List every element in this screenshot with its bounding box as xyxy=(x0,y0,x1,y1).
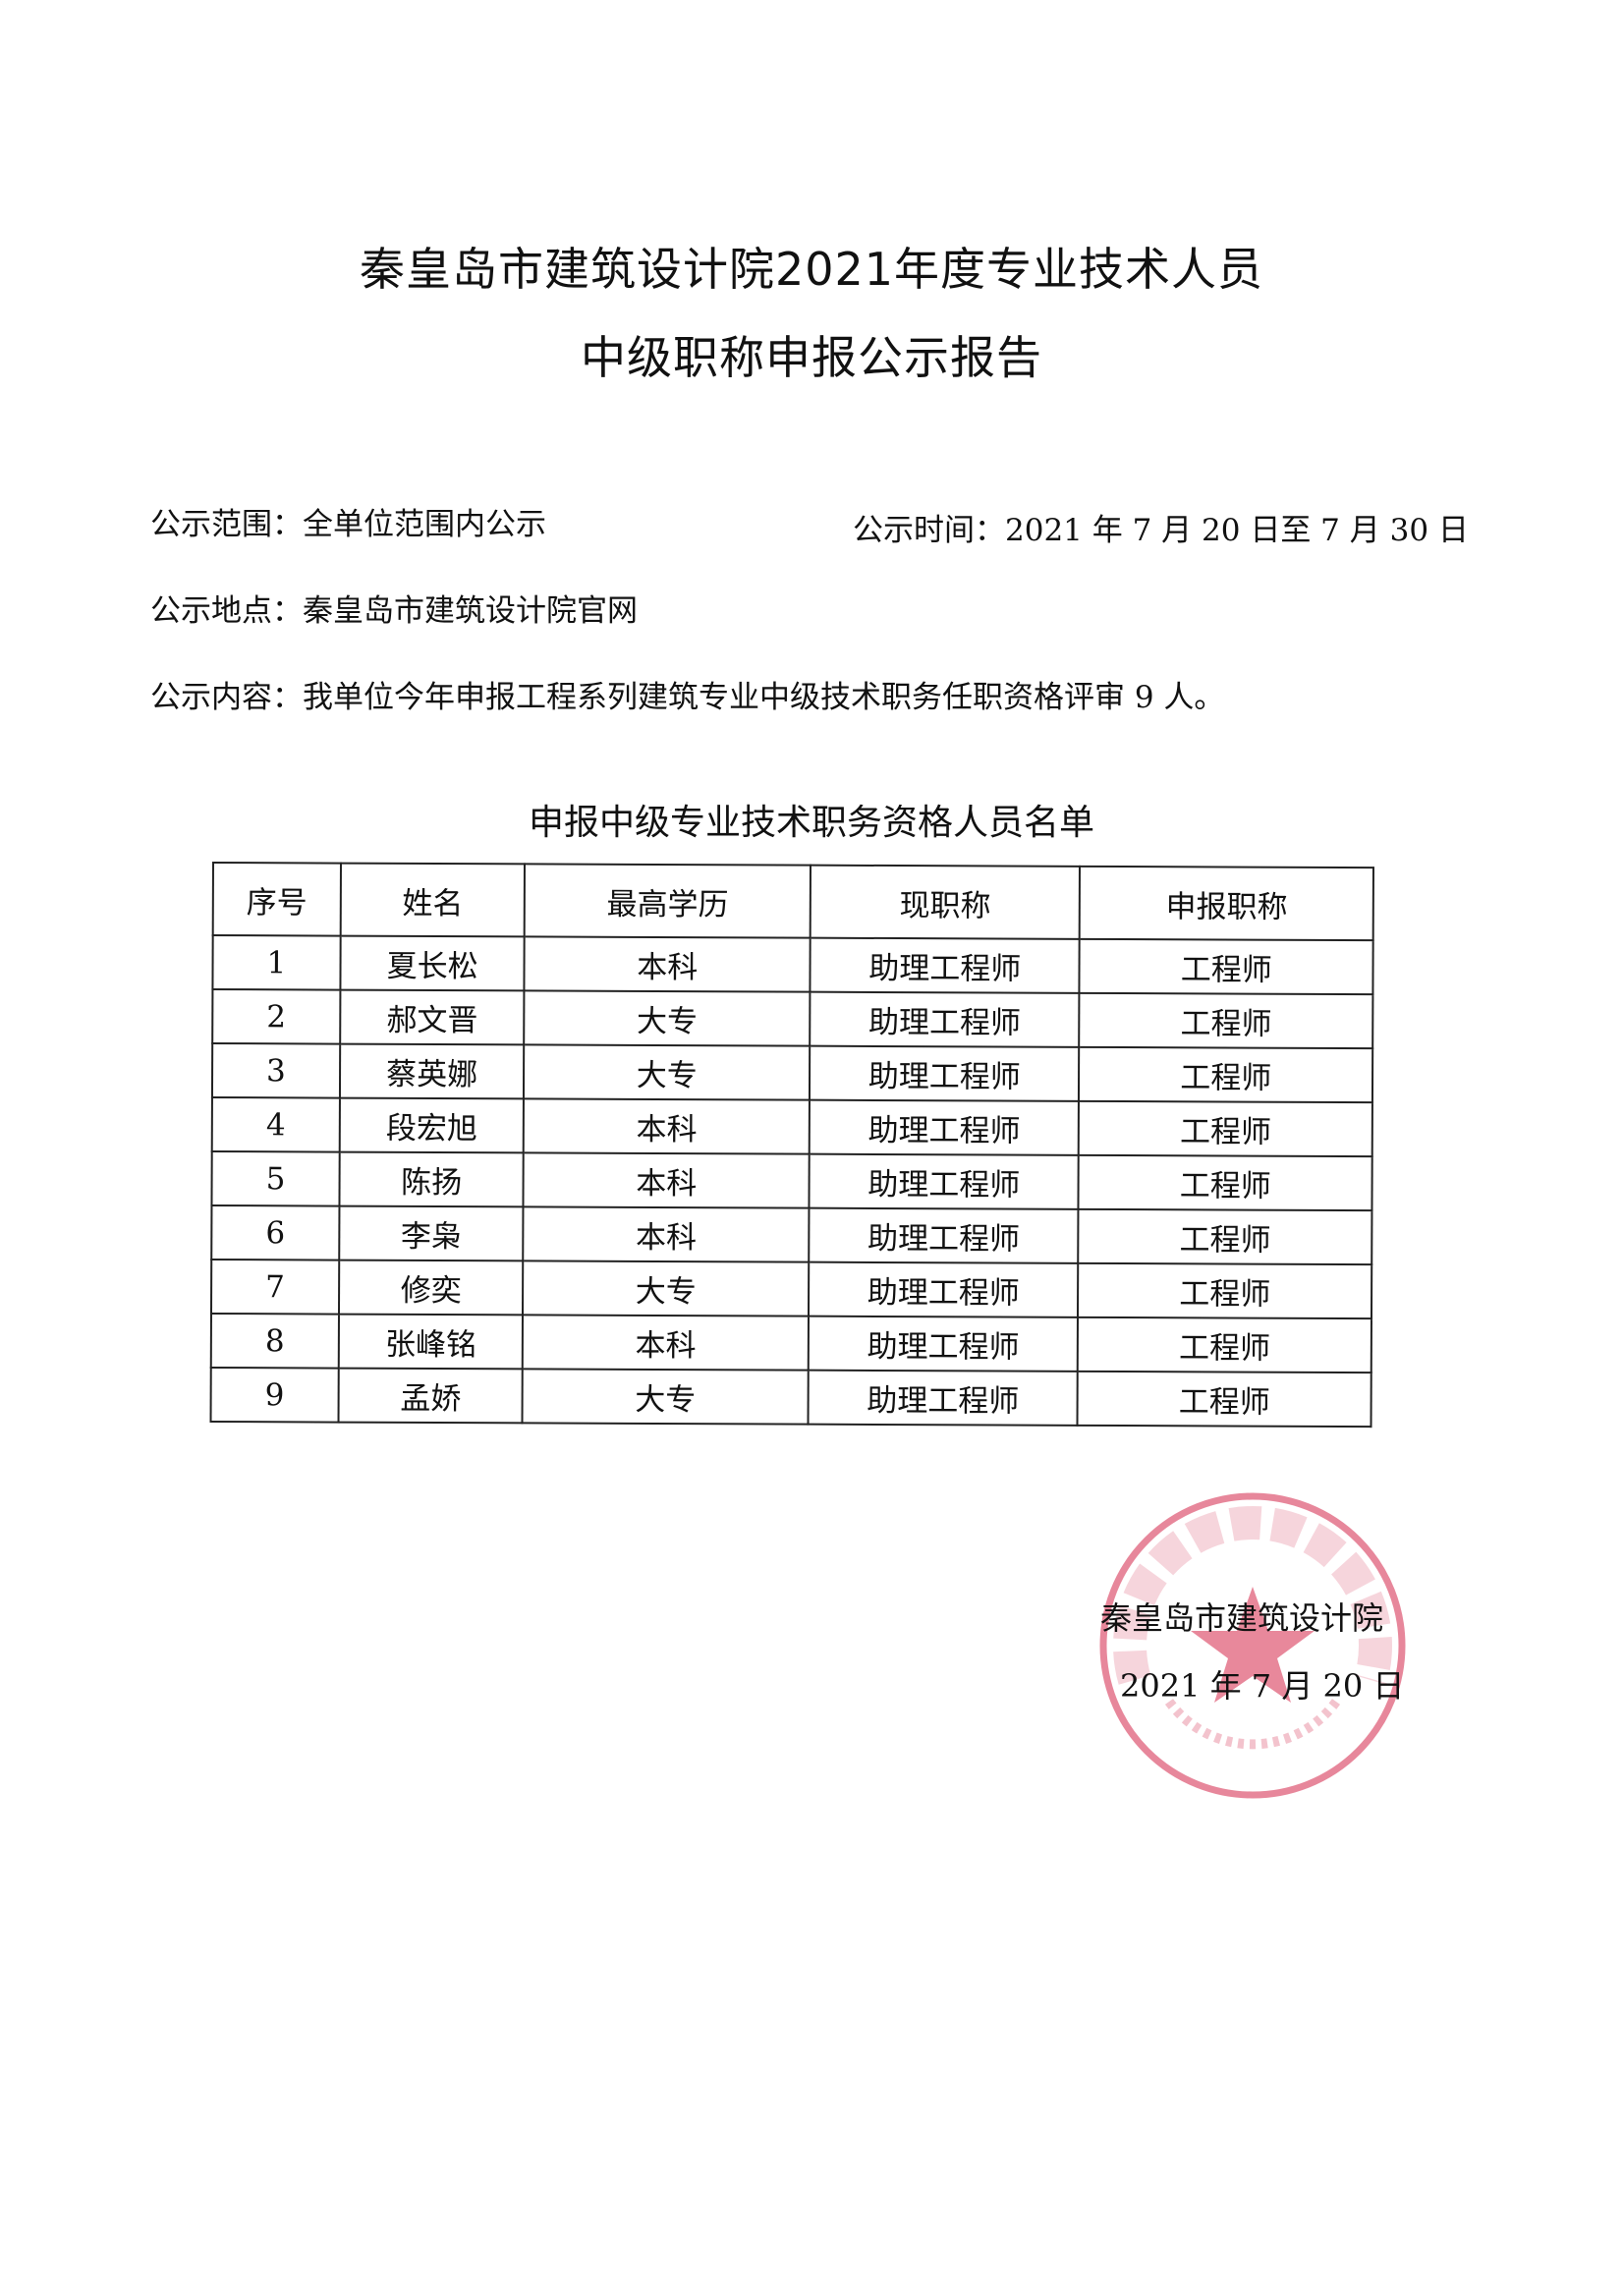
header-applied-title: 申报职称 xyxy=(1080,866,1373,941)
row-applied-title: 工程师 xyxy=(1079,938,1373,995)
row-index: 5 xyxy=(211,1151,340,1206)
row-name: 蔡英娜 xyxy=(339,1043,525,1099)
row-name: 张峰铭 xyxy=(338,1314,524,1370)
row-education: 大专 xyxy=(524,990,811,1046)
signature-date: 2021 年 7 月 20 日 xyxy=(1120,1667,1405,1705)
row-name: 段宏旭 xyxy=(339,1097,525,1153)
row-name: 修奕 xyxy=(338,1260,524,1316)
notice-period: 公示时间：2021 年 7 月 20 日至 7 月 30 日 xyxy=(853,513,1469,548)
row-current-title: 助理工程师 xyxy=(810,991,1080,1047)
row-applied-title: 工程师 xyxy=(1077,1371,1371,1428)
official-seal-icon xyxy=(1099,1492,1406,1799)
row-applied-title: 工程师 xyxy=(1078,1262,1372,1319)
row-applied-title: 工程师 xyxy=(1078,1208,1372,1265)
row-index: 9 xyxy=(210,1367,339,1423)
row-education: 大专 xyxy=(524,1044,811,1100)
header-name: 姓名 xyxy=(340,863,526,937)
table-row: 5 陈扬 本科 助理工程师 工程师 xyxy=(211,1151,1372,1211)
row-education: 大专 xyxy=(523,1260,810,1316)
header-education: 最高学历 xyxy=(525,864,811,938)
table-row: 6 李枭 本科 助理工程师 工程师 xyxy=(211,1205,1372,1265)
row-applied-title: 工程师 xyxy=(1079,992,1373,1049)
row-index: 6 xyxy=(211,1205,340,1260)
row-current-title: 助理工程师 xyxy=(808,1316,1079,1372)
row-current-title: 助理工程师 xyxy=(808,1261,1079,1317)
row-index: 7 xyxy=(210,1260,340,1315)
row-name: 孟娇 xyxy=(338,1368,524,1424)
row-education: 本科 xyxy=(524,1098,810,1154)
notice-content: 公示内容：我单位今年申报工程系列建筑专业中级技术职务任职资格评审 9 人。 xyxy=(150,680,1225,715)
row-current-title: 助理工程师 xyxy=(809,1045,1080,1101)
row-education: 本科 xyxy=(523,1152,810,1208)
row-index: 8 xyxy=(210,1314,339,1369)
row-applied-title: 工程师 xyxy=(1079,1100,1372,1157)
row-education: 大专 xyxy=(522,1369,809,1425)
row-current-title: 助理工程师 xyxy=(809,1099,1080,1155)
row-education: 本科 xyxy=(523,1206,810,1262)
document-title-line2: 中级职称申报公示报告 xyxy=(581,331,1042,384)
row-name: 郝文晋 xyxy=(339,989,525,1045)
header-current-title: 现职称 xyxy=(810,865,1081,939)
notice-location: 公示地点：秦皇岛市建筑设计院官网 xyxy=(150,593,638,629)
row-index: 4 xyxy=(211,1097,340,1152)
table-row: 7 修奕 大专 助理工程师 工程师 xyxy=(210,1260,1372,1319)
applicant-table: 序号 姓名 最高学历 现职称 申报职称 1 夏长松 本科 助理工程师 工程师 2 郝文晋 大专… xyxy=(210,862,1374,1428)
row-name: 夏长松 xyxy=(340,935,526,991)
table-row: 8 张峰铭 本科 助理工程师 工程师 xyxy=(210,1314,1371,1373)
notice-scope: 公示范围：全单位范围内公示 xyxy=(150,507,546,542)
table-caption: 申报中级专业技术职务资格人员名单 xyxy=(528,803,1094,843)
row-index: 3 xyxy=(211,1043,340,1098)
seal-star-icon xyxy=(1191,1587,1315,1703)
row-name: 陈扬 xyxy=(339,1151,525,1207)
row-applied-title: 工程师 xyxy=(1078,1154,1372,1211)
row-applied-title: 工程师 xyxy=(1078,1316,1371,1373)
signature-org: 秦皇岛市建筑设计院 xyxy=(1100,1599,1384,1637)
table-row: 9 孟娇 大专 助理工程师 工程师 xyxy=(210,1367,1371,1428)
table-row: 1 夏长松 本科 助理工程师 工程师 xyxy=(212,935,1373,995)
document-title-line1: 秦皇岛市建筑设计院2021年度专业技术人员 xyxy=(359,243,1264,296)
row-index: 2 xyxy=(212,989,341,1044)
row-current-title: 助理工程师 xyxy=(810,937,1081,993)
table-row: 3 蔡英娜 大专 助理工程师 工程师 xyxy=(211,1043,1373,1103)
row-education: 本科 xyxy=(524,936,811,992)
table-header-row: 序号 姓名 最高学历 现职称 申报职称 xyxy=(212,863,1373,941)
table-row: 2 郝文晋 大专 助理工程师 工程师 xyxy=(212,989,1373,1049)
row-education: 本科 xyxy=(523,1315,809,1371)
row-name: 李枭 xyxy=(339,1205,524,1261)
row-index: 1 xyxy=(212,935,341,990)
row-current-title: 助理工程师 xyxy=(809,1207,1079,1263)
row-applied-title: 工程师 xyxy=(1079,1046,1373,1103)
row-current-title: 助理工程师 xyxy=(809,1153,1080,1209)
row-current-title: 助理工程师 xyxy=(808,1370,1079,1426)
table-row: 4 段宏旭 本科 助理工程师 工程师 xyxy=(211,1097,1372,1157)
header-index: 序号 xyxy=(212,863,341,936)
